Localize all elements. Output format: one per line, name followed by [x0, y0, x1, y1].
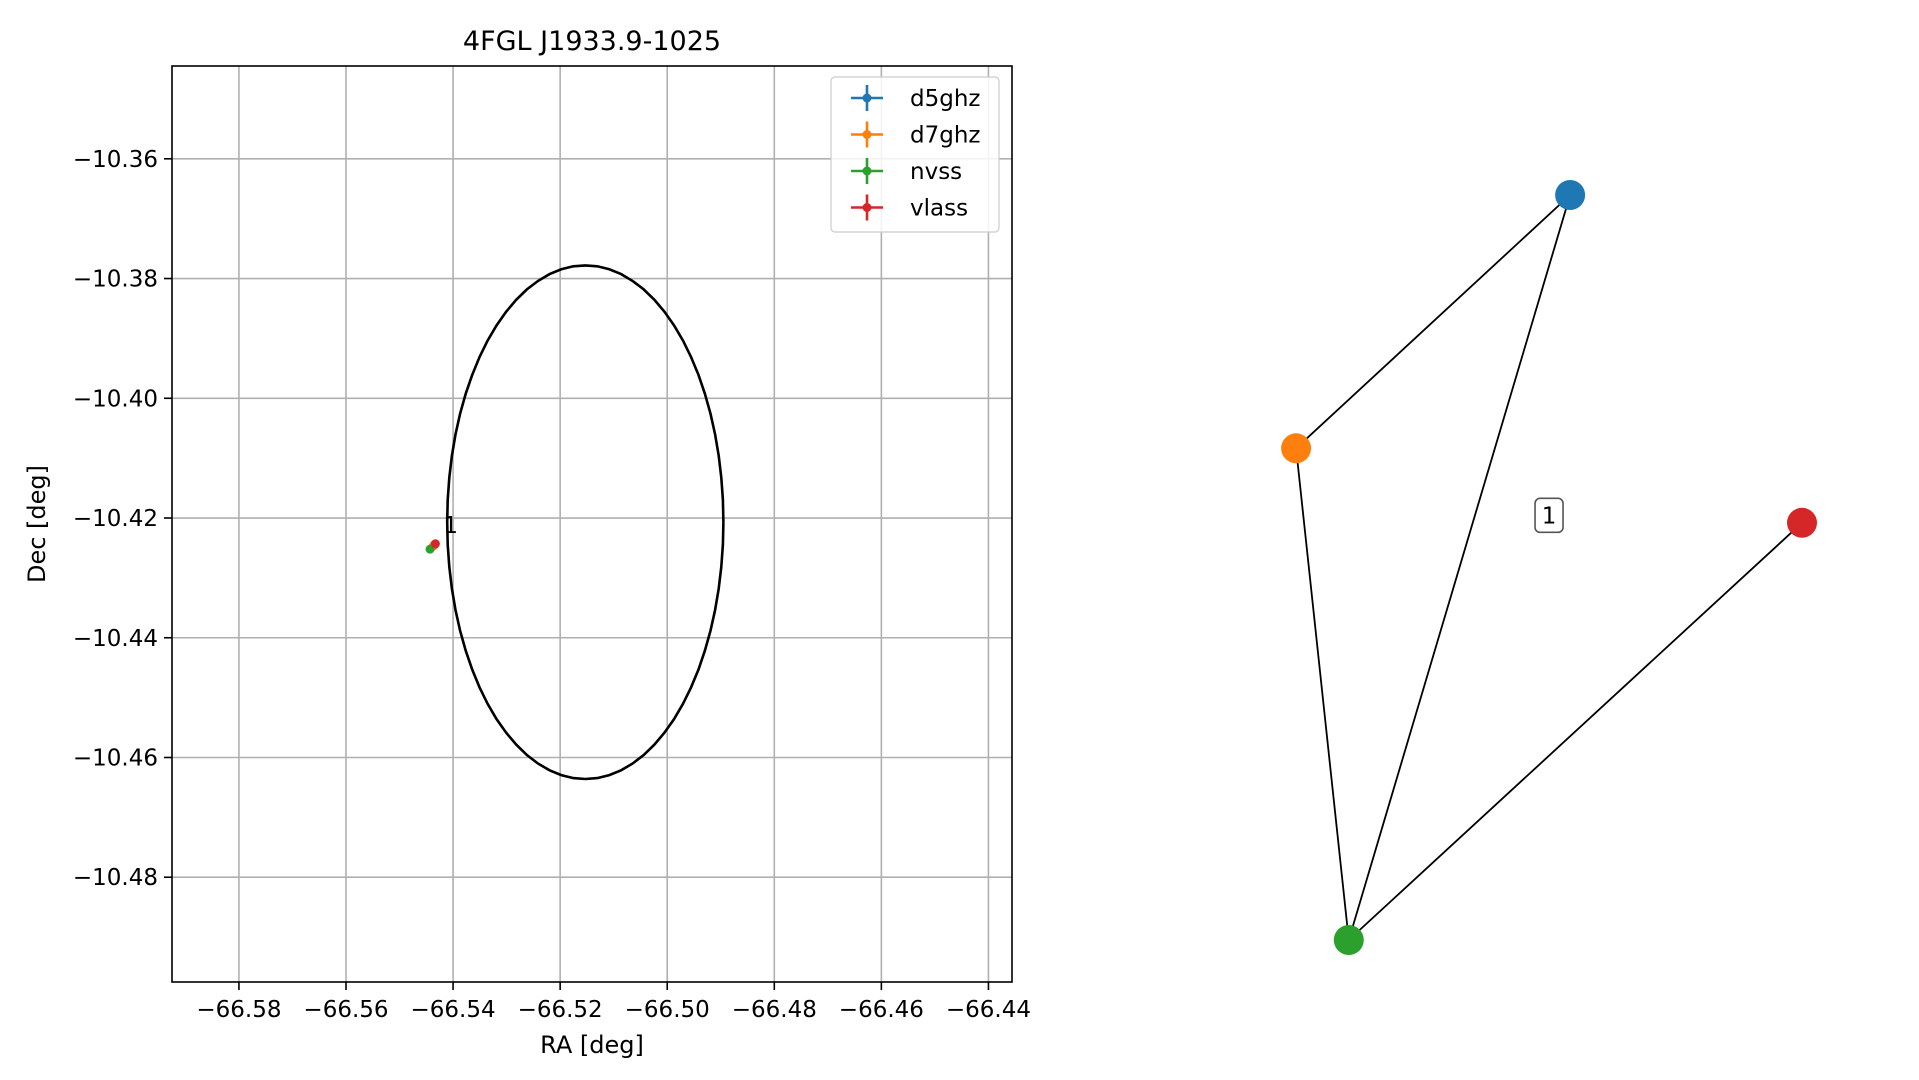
edge-d5ghz-d7ghz — [1295, 194, 1571, 449]
x-tick-label: −66.58 — [196, 997, 281, 1023]
legend-entries: d5ghz d7ghz nvss vlass — [851, 85, 980, 222]
y-ticks: −10.36 −10.38 −10.40 −10.42 −10.44 −10.46 −10.… — [73, 147, 172, 891]
graph-panel: 1 — [1281, 180, 1817, 955]
node-vlass — [1787, 507, 1817, 538]
edge-d7ghz-nvss — [1295, 448, 1350, 941]
legend-entry-vlass: vlass — [851, 194, 968, 222]
legend-label: d7ghz — [910, 123, 980, 149]
y-tick-label: −10.40 — [73, 386, 158, 412]
x-tick-label: −66.54 — [411, 997, 496, 1023]
legend-marker — [862, 93, 872, 103]
x-tick-label: −66.52 — [518, 997, 603, 1023]
x-axis-label: RA [deg] — [540, 1031, 644, 1059]
point-vlass — [430, 539, 440, 549]
x-tick-label: −66.44 — [946, 997, 1031, 1023]
x-tick-label: −66.46 — [839, 997, 924, 1023]
y-tick-label: −10.36 — [73, 147, 158, 173]
legend-label: d5ghz — [910, 86, 980, 112]
localization-ellipse — [445, 264, 725, 781]
chart-title: 4FGL J1933.9-1025 — [463, 26, 721, 57]
legend-marker — [862, 203, 872, 212]
y-tick-label: −10.38 — [73, 267, 158, 293]
legend-label: vlass — [910, 196, 968, 222]
point-annotation: 1 — [443, 513, 458, 539]
annotation-layer: 1 — [443, 513, 458, 539]
graph-nodes — [1281, 180, 1817, 955]
y-tick-label: −10.42 — [73, 506, 158, 532]
y-tick-label: −10.44 — [73, 626, 158, 652]
node-d7ghz — [1281, 433, 1312, 464]
graph-edges — [1295, 194, 1803, 941]
legend: d5ghz d7ghz nvss vlass — [830, 76, 1000, 233]
legend-label: nvss — [910, 159, 962, 185]
x-tick-label: −66.56 — [303, 997, 388, 1023]
cluster-label-box: 1 — [1534, 497, 1564, 534]
x-tick-label: −66.48 — [732, 997, 817, 1023]
legend-entry-nvss: nvss — [851, 158, 962, 185]
legend-entry-d5ghz: d5ghz — [851, 85, 980, 112]
x-ticks: −66.58 −66.56 −66.54 −66.52 −66.50 −66.48 −66.… — [196, 982, 1031, 1023]
scatter-panel: 1 −66.58 −66.56 −66.54 −66.52 −66.50 −66.48 −6… — [23, 26, 1031, 1059]
points-layer — [425, 539, 440, 554]
cluster-label-frame — [1534, 497, 1564, 534]
ellipse-layer — [445, 264, 725, 781]
node-nvss — [1333, 925, 1364, 955]
edge-nvss-vlass — [1348, 522, 1803, 941]
y-tick-label: −10.46 — [73, 745, 158, 771]
legend-marker — [862, 166, 872, 176]
node-d5ghz — [1555, 180, 1586, 210]
y-axis-label: Dec [deg] — [23, 465, 51, 583]
y-tick-label: −10.48 — [73, 865, 158, 891]
cluster-label: 1 — [1542, 503, 1557, 529]
legend-marker — [862, 130, 872, 139]
x-tick-label: −66.50 — [625, 997, 710, 1023]
legend-frame — [830, 76, 1000, 233]
plot-frame — [171, 65, 1013, 983]
legend-entry-d7ghz: d7ghz — [851, 121, 980, 149]
edge-d5ghz-nvss — [1347, 194, 1571, 941]
